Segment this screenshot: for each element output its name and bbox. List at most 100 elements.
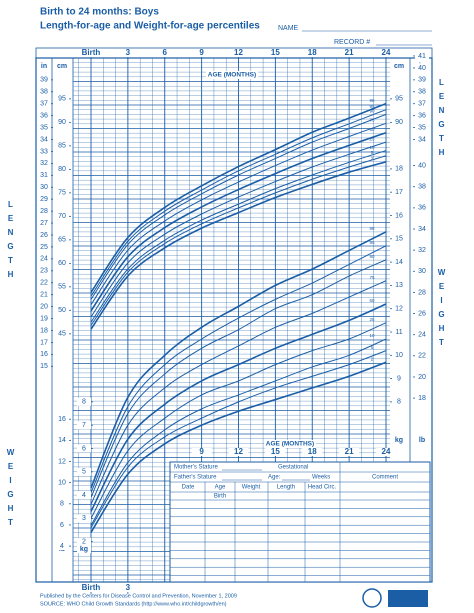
label-bg [302, 49, 323, 57]
tick-label: 34 [418, 226, 426, 233]
label-bg [55, 478, 69, 487]
label-bg [265, 49, 286, 57]
tick-label: 18 [395, 166, 403, 173]
percentile-curve [90, 141, 387, 318]
tick-label: 26 [40, 232, 48, 239]
label-bg [77, 545, 91, 553]
label-bg [77, 444, 91, 453]
label-bg [392, 436, 406, 444]
label-bg [415, 246, 429, 255]
label-bg [55, 118, 69, 127]
label-bg [55, 457, 69, 466]
label-bg [415, 123, 429, 132]
label-bg [55, 94, 69, 103]
percentile-label: 90 [369, 254, 375, 259]
x-tick-label: 3 [126, 583, 131, 592]
label-bg [55, 415, 69, 424]
table-text: Gestational [278, 465, 308, 471]
percentile-label: 98 [369, 98, 375, 103]
table-text: Length [277, 485, 295, 491]
cdc-logo [388, 590, 428, 607]
tick-label: 35 [418, 124, 426, 131]
tick-label: 32 [40, 160, 48, 167]
label-bg [55, 329, 69, 338]
tick-label: 95 [58, 96, 66, 103]
tick-label: 15 [40, 363, 48, 370]
label-bg [37, 231, 51, 240]
tick-label: 45 [58, 331, 66, 338]
label-bg [415, 436, 429, 444]
percentile-label: 95 [369, 240, 375, 245]
tick-label: 8 [60, 501, 64, 508]
tick-label: 30 [40, 184, 48, 191]
table-text: Mother's Stature [174, 465, 218, 471]
label-bg [191, 49, 212, 57]
label-bg [81, 584, 101, 592]
side-label: WEIGHT [6, 448, 15, 532]
tick-label: 39 [40, 77, 48, 84]
tick-label: 20 [418, 374, 426, 381]
tick-label: 19 [40, 315, 48, 322]
label-bg [376, 448, 396, 456]
x-axis-label: AGE (MONTHS) [266, 441, 314, 448]
label-bg [154, 49, 175, 57]
label-bg [302, 448, 323, 456]
tick-label: 38 [418, 184, 426, 191]
title: Birth to 24 months: Boys [40, 7, 159, 18]
tick-label: 4 [60, 543, 64, 550]
label-bg [77, 514, 91, 523]
tick-label: 39 [418, 77, 426, 84]
label-bg [37, 195, 51, 204]
tick-label: 37 [418, 101, 426, 108]
tick-label: 34 [40, 136, 48, 143]
label-bg [415, 288, 429, 297]
tick-label: 27 [40, 220, 48, 227]
tick-label: 70 [58, 213, 66, 220]
label-bg [55, 520, 69, 529]
tick-label: 3 [82, 515, 86, 522]
table-text: Weeks [312, 475, 330, 481]
label-bg [37, 62, 51, 70]
tick-label: 35 [40, 124, 48, 131]
percentile-label: 75 [369, 118, 375, 123]
tick-label: 14 [58, 437, 66, 444]
label-bg [117, 584, 138, 592]
label-bg [55, 499, 69, 508]
tick-label: 22 [40, 280, 48, 287]
label-bg [37, 290, 51, 299]
percentile-curve [90, 231, 387, 489]
table-text: Weight [242, 485, 261, 491]
tick-label: lb [419, 437, 425, 444]
label-bg [415, 75, 429, 84]
tick-label: 12 [395, 306, 403, 313]
label-bg [55, 235, 69, 244]
percentile-curve [90, 322, 387, 519]
label-bg [392, 258, 406, 267]
tick-label: 90 [58, 119, 66, 126]
axis-band [35, 47, 433, 59]
percentile-label: 2 [371, 156, 374, 161]
x-tick-label: 12 [234, 48, 243, 57]
label-bg [81, 49, 101, 57]
tick-label: 17 [40, 339, 48, 346]
label-bg [37, 219, 51, 228]
tick-label: 20 [40, 303, 48, 310]
table-text: Father's Stature [174, 475, 217, 481]
label-bg [415, 267, 429, 276]
tick-label: 15 [395, 236, 403, 243]
label-bg [37, 207, 51, 216]
tick-label: 18 [40, 327, 48, 334]
label-bg [37, 326, 51, 335]
percentile-curve [90, 113, 387, 300]
record-label: RECORD # [334, 39, 370, 46]
label-bg [415, 394, 429, 403]
tick-label: 33 [40, 148, 48, 155]
label-bg [77, 467, 91, 476]
tick-label: 75 [58, 190, 66, 197]
label-bg [392, 188, 406, 197]
percentile-label: 5 [371, 150, 374, 155]
x-tick-label: 12 [234, 447, 243, 456]
label-bg [37, 362, 51, 371]
label-bg [228, 49, 249, 57]
label-bg [37, 123, 51, 132]
